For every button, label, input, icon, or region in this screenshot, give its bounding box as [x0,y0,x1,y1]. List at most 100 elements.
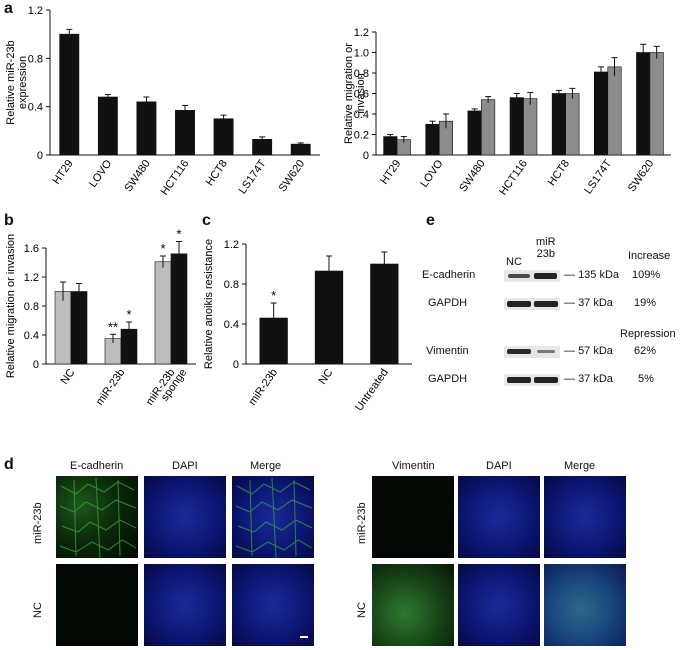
kda-label: — 135 kDa [564,269,620,281]
bar [70,291,88,365]
tile-vimentin-nc [372,564,454,646]
tile-ecadherin-nc [56,564,138,646]
y-tick-label: 1.2 [224,239,239,251]
y-tick-label: 0.8 [28,53,43,65]
tile-merge-mir23b-right [544,476,626,558]
x-tick-label: LOVO [87,157,115,189]
bar [607,66,622,156]
western-blot-panel: NC miR 23b Increase Repression E-cadherin… [420,232,685,402]
header-merge-right: Merge [564,460,596,472]
y-tick-label: 0.2 [354,130,369,142]
pct-label: 109% [632,269,661,281]
chart-a-right: 0 0.2 0.4 0.6 0.8 1.0 1.2 Relative migration or… [343,27,671,198]
blot-row-ecadherin: E-cadherin — 135 kDa 109% [420,268,685,284]
bar [565,93,580,156]
header-dapi-left: DAPI [172,460,198,472]
protein-label: GAPDH [428,373,468,385]
y-axis-label: expression [17,56,29,109]
tile-ecadherin-mir23b [56,476,138,558]
band-nc [507,349,531,354]
tile-dapi-nc-left [144,564,226,646]
significance-marker: * [176,226,181,241]
x-tick-label: SW480 [457,158,488,194]
significance-marker: * [271,288,276,303]
band-mir23b [534,273,557,279]
significance-marker: * [126,307,131,322]
increase-header: Increase [628,250,671,262]
y-tick-label: 0.4 [354,109,369,121]
scale-bar [300,636,308,638]
x-tick-label: HCT8 [546,158,572,188]
bar [213,118,234,156]
kda-label: — 37 kDa [564,373,613,385]
x-tick-label: miR-23b [94,367,128,408]
x-tick-label: NC [317,367,336,387]
significance-marker: ** [108,319,118,334]
bar [170,253,188,365]
y-tick-label: 0.8 [224,279,239,291]
bar [649,52,664,156]
y-axis-label: Relative migration or [343,43,355,144]
bar [467,110,482,156]
protein-label: GAPDH [428,297,468,309]
blot-band-strip [504,374,560,386]
significance-marker: * [160,241,165,256]
y-tick-label: 1.0 [354,48,369,60]
bar [97,96,118,156]
y-axis-label: Relative anoikis resistance [203,239,215,369]
bar [636,52,651,156]
bar [551,93,566,156]
pct-label: 62% [634,345,657,357]
bar [593,71,609,156]
bar [383,136,398,156]
header-vimentin: Vimentin [392,460,435,472]
panel-letter-d: d [4,456,14,473]
tile-vimentin-mir23b [372,476,454,558]
y-axis-label: invasion [355,73,367,113]
bar [54,291,72,365]
y-tick-label: 1.2 [28,5,43,17]
x-tick-label: NC [59,367,78,387]
protein-label: Vimentin [426,345,469,357]
x-tick-label: LS174T [237,158,269,197]
microscopy-panel: E-cadherin DAPI Merge Vimentin DAPI Merg… [0,458,685,650]
y-tick-label: 0 [37,150,43,162]
y-axis-label: Relative migration or invasion [5,234,17,378]
tile-dapi-mir23b-right [458,476,540,558]
kda-label: — 37 kDa [564,297,613,309]
y-tick-label: 1.2 [24,272,39,284]
y-tick-label: 0.4 [24,330,39,342]
lane-label-nc: NC [506,256,522,268]
blot-row-gapdh-2: GAPDH — 37 kDa 5% [420,372,685,388]
bar [481,99,496,156]
x-tick-label: HCT116 [159,158,192,198]
header-dapi-right: DAPI [486,460,512,472]
x-tick-label: SW620 [626,158,657,194]
y-tick-label: 0 [363,150,369,162]
lane-label-mir23b: miR 23b [536,236,556,260]
x-tick-label: HT29 [50,158,75,187]
x-tick-label: LOVO [418,157,446,189]
blot-band-strip [504,270,560,282]
y-tick-label: 0.8 [354,68,369,80]
x-tick-label: Untreated [353,367,391,413]
blot-band-strip [504,298,560,310]
bar [175,109,195,156]
row-label-nc-left: NC [32,602,44,618]
row-label-mir23b-left: miR-23b [32,502,44,544]
bar [290,143,311,156]
y-tick-label: 0 [33,359,39,371]
tile-merge-nc-left [232,564,314,646]
protein-label: E-cadherin [422,269,476,281]
band-nc [508,274,530,278]
tile-merge-nc-right [544,564,626,646]
panel-letter-b: b [4,212,14,229]
chart-b: 0 0.4 0.8 1.2 1.6 Relative migration or invas… [5,226,196,408]
y-tick-label: 1.6 [24,243,39,255]
tile-dapi-nc-right [458,564,540,646]
header-ecadherin: E-cadherin [70,460,124,472]
y-axis-label: Relative miR-23b [5,40,17,124]
bar [59,33,80,156]
y-tick-label: 0.4 [224,319,239,331]
chart-c: 0 0.4 0.8 1.2 Relative anoikis resistance * mi… [203,239,412,413]
